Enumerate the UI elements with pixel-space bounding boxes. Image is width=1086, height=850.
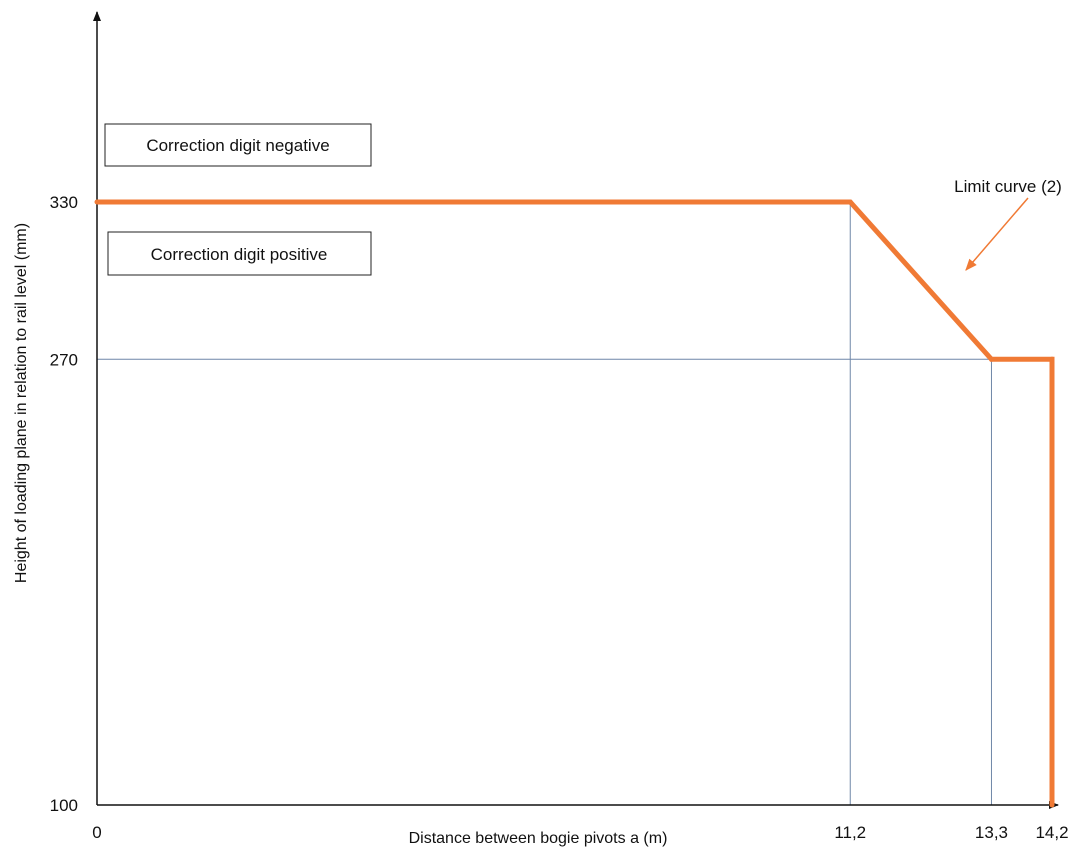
- limit-curve-label: Limit curve (2): [954, 177, 1062, 196]
- annotation-text-negative: Correction digit negative: [146, 136, 329, 155]
- y-tick-label: 330: [50, 193, 78, 212]
- x-axis-title: Distance between bogie pivots a (m): [409, 830, 668, 847]
- limit-curve-arrow: [965, 197, 1029, 271]
- x-tick-label: 11,2: [834, 823, 866, 842]
- x-tick-label: 14,2: [1035, 823, 1068, 842]
- y-tick-label: 100: [50, 796, 78, 815]
- annotation-text-positive: Correction digit positive: [151, 245, 328, 264]
- curve-vertex-1: [847, 199, 853, 205]
- curve-vertex-3: [1049, 356, 1055, 362]
- y-tick-label: 270: [50, 350, 78, 369]
- curve-vertex-2: [988, 356, 994, 362]
- annotation-box-positive: Correction digit positive: [107, 231, 372, 276]
- x-tick-label: 0: [92, 823, 101, 842]
- curve-vertex-0: [94, 199, 100, 205]
- limit-curve-line: [97, 199, 1055, 805]
- curve-vertex-4: [1049, 802, 1055, 808]
- y-axis-title: Height of loading plane in relation to r…: [13, 223, 30, 583]
- x-tick-label: 13,3: [975, 823, 1008, 842]
- annotation-box-negative: Correction digit negative: [104, 123, 372, 167]
